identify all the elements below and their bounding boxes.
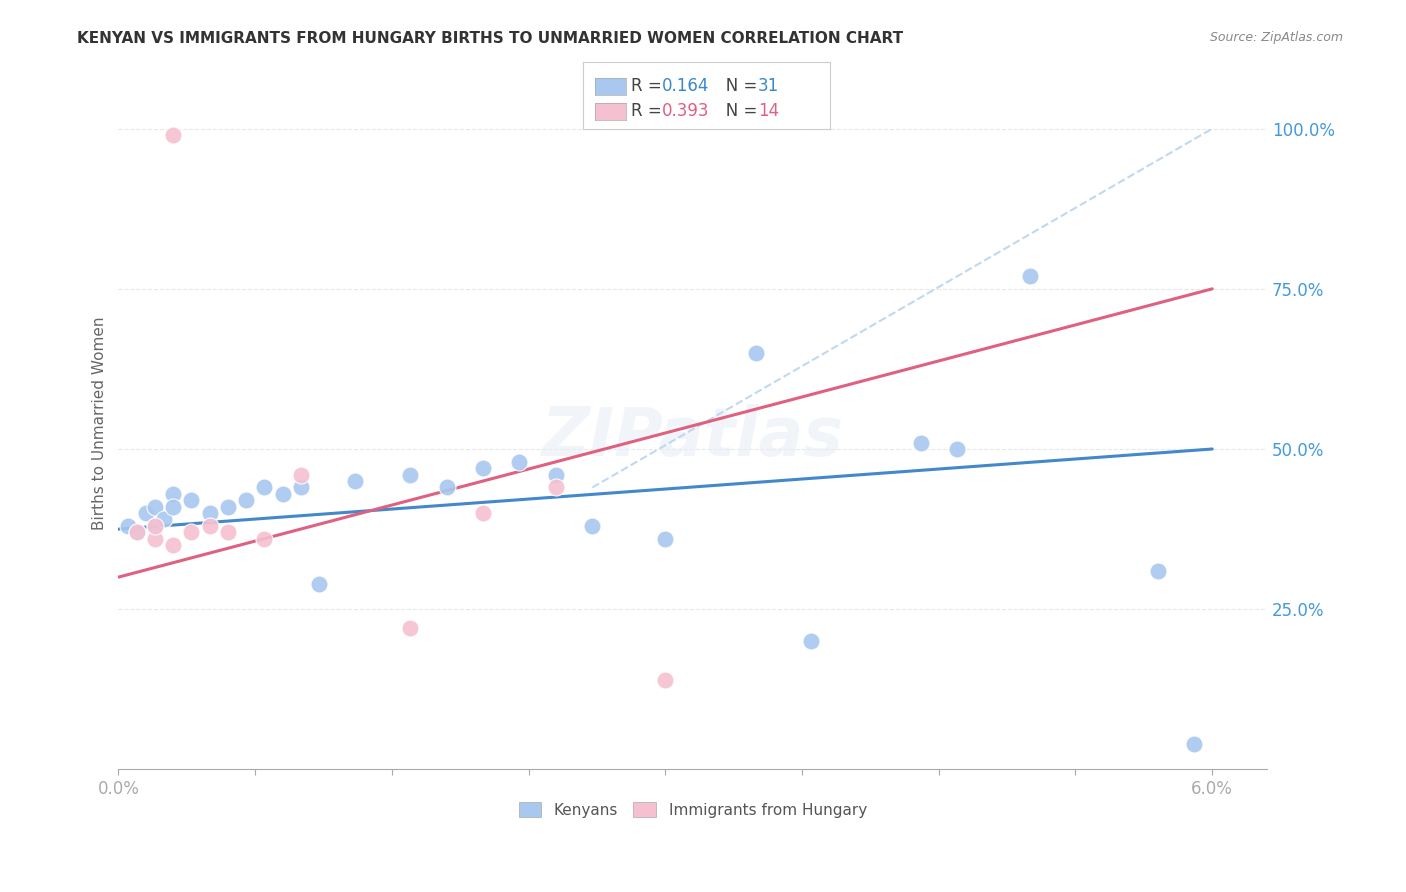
Point (153, 512, 176, 526)
Point (235, 493, 257, 508)
Point (910, 435, 932, 450)
Point (344, 474, 367, 488)
Point (1146, 564, 1168, 578)
Point (117, 519, 139, 533)
Text: Source: ZipAtlas.com: Source: ZipAtlas.com (1209, 31, 1343, 45)
Text: 0.393: 0.393 (662, 102, 710, 120)
Point (946, 442, 969, 456)
Point (399, 467, 422, 482)
Legend: Kenyans, Immigrants from Hungary: Kenyans, Immigrants from Hungary (512, 796, 873, 824)
Text: N =: N = (710, 102, 762, 120)
Point (544, 467, 567, 482)
Point (472, 461, 495, 475)
Point (162, 500, 184, 514)
Text: 0.164: 0.164 (662, 77, 710, 95)
Point (162, 487, 184, 501)
Point (143, 519, 166, 533)
Point (253, 480, 276, 494)
Point (1182, 737, 1205, 751)
Point (125, 525, 148, 540)
Point (654, 532, 676, 546)
Text: N =: N = (710, 77, 762, 95)
Point (253, 532, 276, 546)
Point (472, 506, 495, 520)
Point (217, 500, 239, 514)
Point (308, 576, 330, 591)
Y-axis label: Births to Unmarried Women: Births to Unmarried Women (93, 317, 107, 530)
Point (399, 621, 422, 635)
Point (290, 467, 312, 482)
Point (290, 480, 312, 494)
Point (217, 525, 239, 540)
Point (654, 673, 676, 687)
Point (162, 538, 184, 552)
Point (745, 346, 768, 360)
Point (508, 455, 530, 469)
Text: 31: 31 (758, 77, 779, 95)
Point (1019, 268, 1042, 283)
Point (271, 487, 294, 501)
Point (125, 525, 148, 540)
Point (162, 128, 184, 142)
Point (135, 506, 157, 520)
Point (581, 519, 603, 533)
Text: KENYAN VS IMMIGRANTS FROM HUNGARY BIRTHS TO UNMARRIED WOMEN CORRELATION CHART: KENYAN VS IMMIGRANTS FROM HUNGARY BIRTHS… (77, 31, 904, 46)
Point (143, 500, 166, 514)
Point (198, 519, 221, 533)
Text: 14: 14 (758, 102, 779, 120)
Point (143, 532, 166, 546)
Point (800, 634, 823, 648)
Text: R =: R = (631, 77, 668, 95)
Point (436, 480, 458, 494)
Point (544, 480, 567, 494)
Point (198, 506, 221, 520)
Text: ZIPatlas: ZIPatlas (541, 404, 844, 470)
Point (143, 519, 166, 533)
Text: R =: R = (631, 102, 668, 120)
Point (180, 493, 202, 508)
Point (180, 525, 202, 540)
